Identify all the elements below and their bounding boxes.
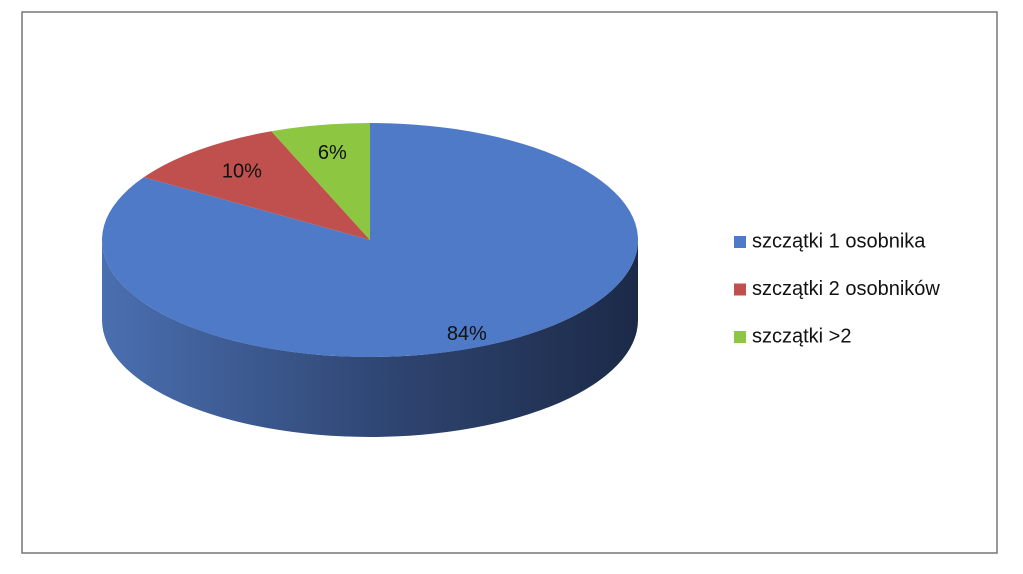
legend-label: szczątki 2 osobników — [752, 278, 940, 300]
data-label: 10% — [222, 161, 262, 183]
pie-side — [102, 240, 638, 437]
pie-slice — [143, 131, 370, 240]
data-label: 84% — [447, 323, 487, 345]
legend-label: szczątki >2 — [752, 325, 851, 347]
data-label: 6% — [318, 142, 347, 164]
legend-swatch — [734, 283, 746, 296]
legend-label: szczątki 1 osobnika — [752, 230, 926, 252]
pie-slice — [271, 123, 370, 240]
legend-swatch — [734, 331, 746, 343]
legend-swatch — [734, 236, 746, 248]
